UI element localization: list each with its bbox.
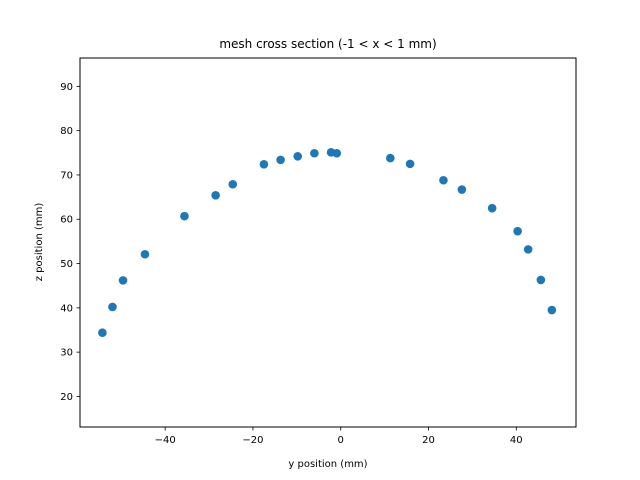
- y-tick-label-1: 30: [60, 348, 73, 359]
- data-point-15: [439, 175, 448, 185]
- data-point-21: [547, 305, 557, 315]
- data-point-5: [211, 191, 220, 200]
- data-point-6: [228, 179, 238, 189]
- y-tick-label-6: 80: [60, 126, 73, 137]
- data-point-0: [98, 328, 107, 337]
- data-point-2: [118, 276, 128, 285]
- data-point-9: [293, 152, 303, 161]
- y-axis-label: z position (mm): [34, 203, 45, 282]
- data-point-10: [310, 148, 319, 158]
- y-tick-label-2: 40: [60, 303, 73, 314]
- x-tick-label-4: 40: [510, 435, 523, 446]
- data-point-17: [487, 203, 497, 213]
- data-point-12: [332, 148, 342, 158]
- data-point-1: [108, 302, 117, 312]
- y-tick-label-7: 90: [60, 82, 73, 93]
- y-tick-label-3: 50: [60, 259, 73, 270]
- y-tick-label-0: 20: [60, 392, 73, 403]
- y-axis-ticks: 20 30 40 50 60 70 80 90: [60, 82, 80, 403]
- x-axis-label: y position (mm): [288, 459, 367, 470]
- x-axis-ticks: −40 −20 0 20 40: [155, 427, 523, 446]
- plot-area-frame: [79, 57, 577, 428]
- data-point-14: [405, 159, 415, 169]
- x-tick-label-0: −40: [155, 435, 176, 446]
- data-point-16: [457, 185, 467, 194]
- data-point-7: [259, 160, 269, 169]
- x-tick-label-2: 0: [338, 435, 344, 446]
- data-point-19: [523, 245, 533, 254]
- data-point-8: [276, 155, 285, 165]
- chart-title: mesh cross section (-1 < x < 1 mm): [219, 37, 436, 51]
- data-points: [98, 148, 557, 337]
- x-tick-label-1: −20: [242, 435, 263, 446]
- data-point-4: [180, 211, 189, 221]
- data-point-20: [536, 275, 546, 285]
- x-tick-label-3: 20: [422, 435, 435, 446]
- data-point-13: [386, 153, 395, 163]
- data-point-18: [513, 226, 522, 236]
- y-tick-label-5: 70: [60, 170, 73, 181]
- data-point-3: [140, 249, 150, 259]
- y-tick-label-4: 60: [60, 215, 73, 226]
